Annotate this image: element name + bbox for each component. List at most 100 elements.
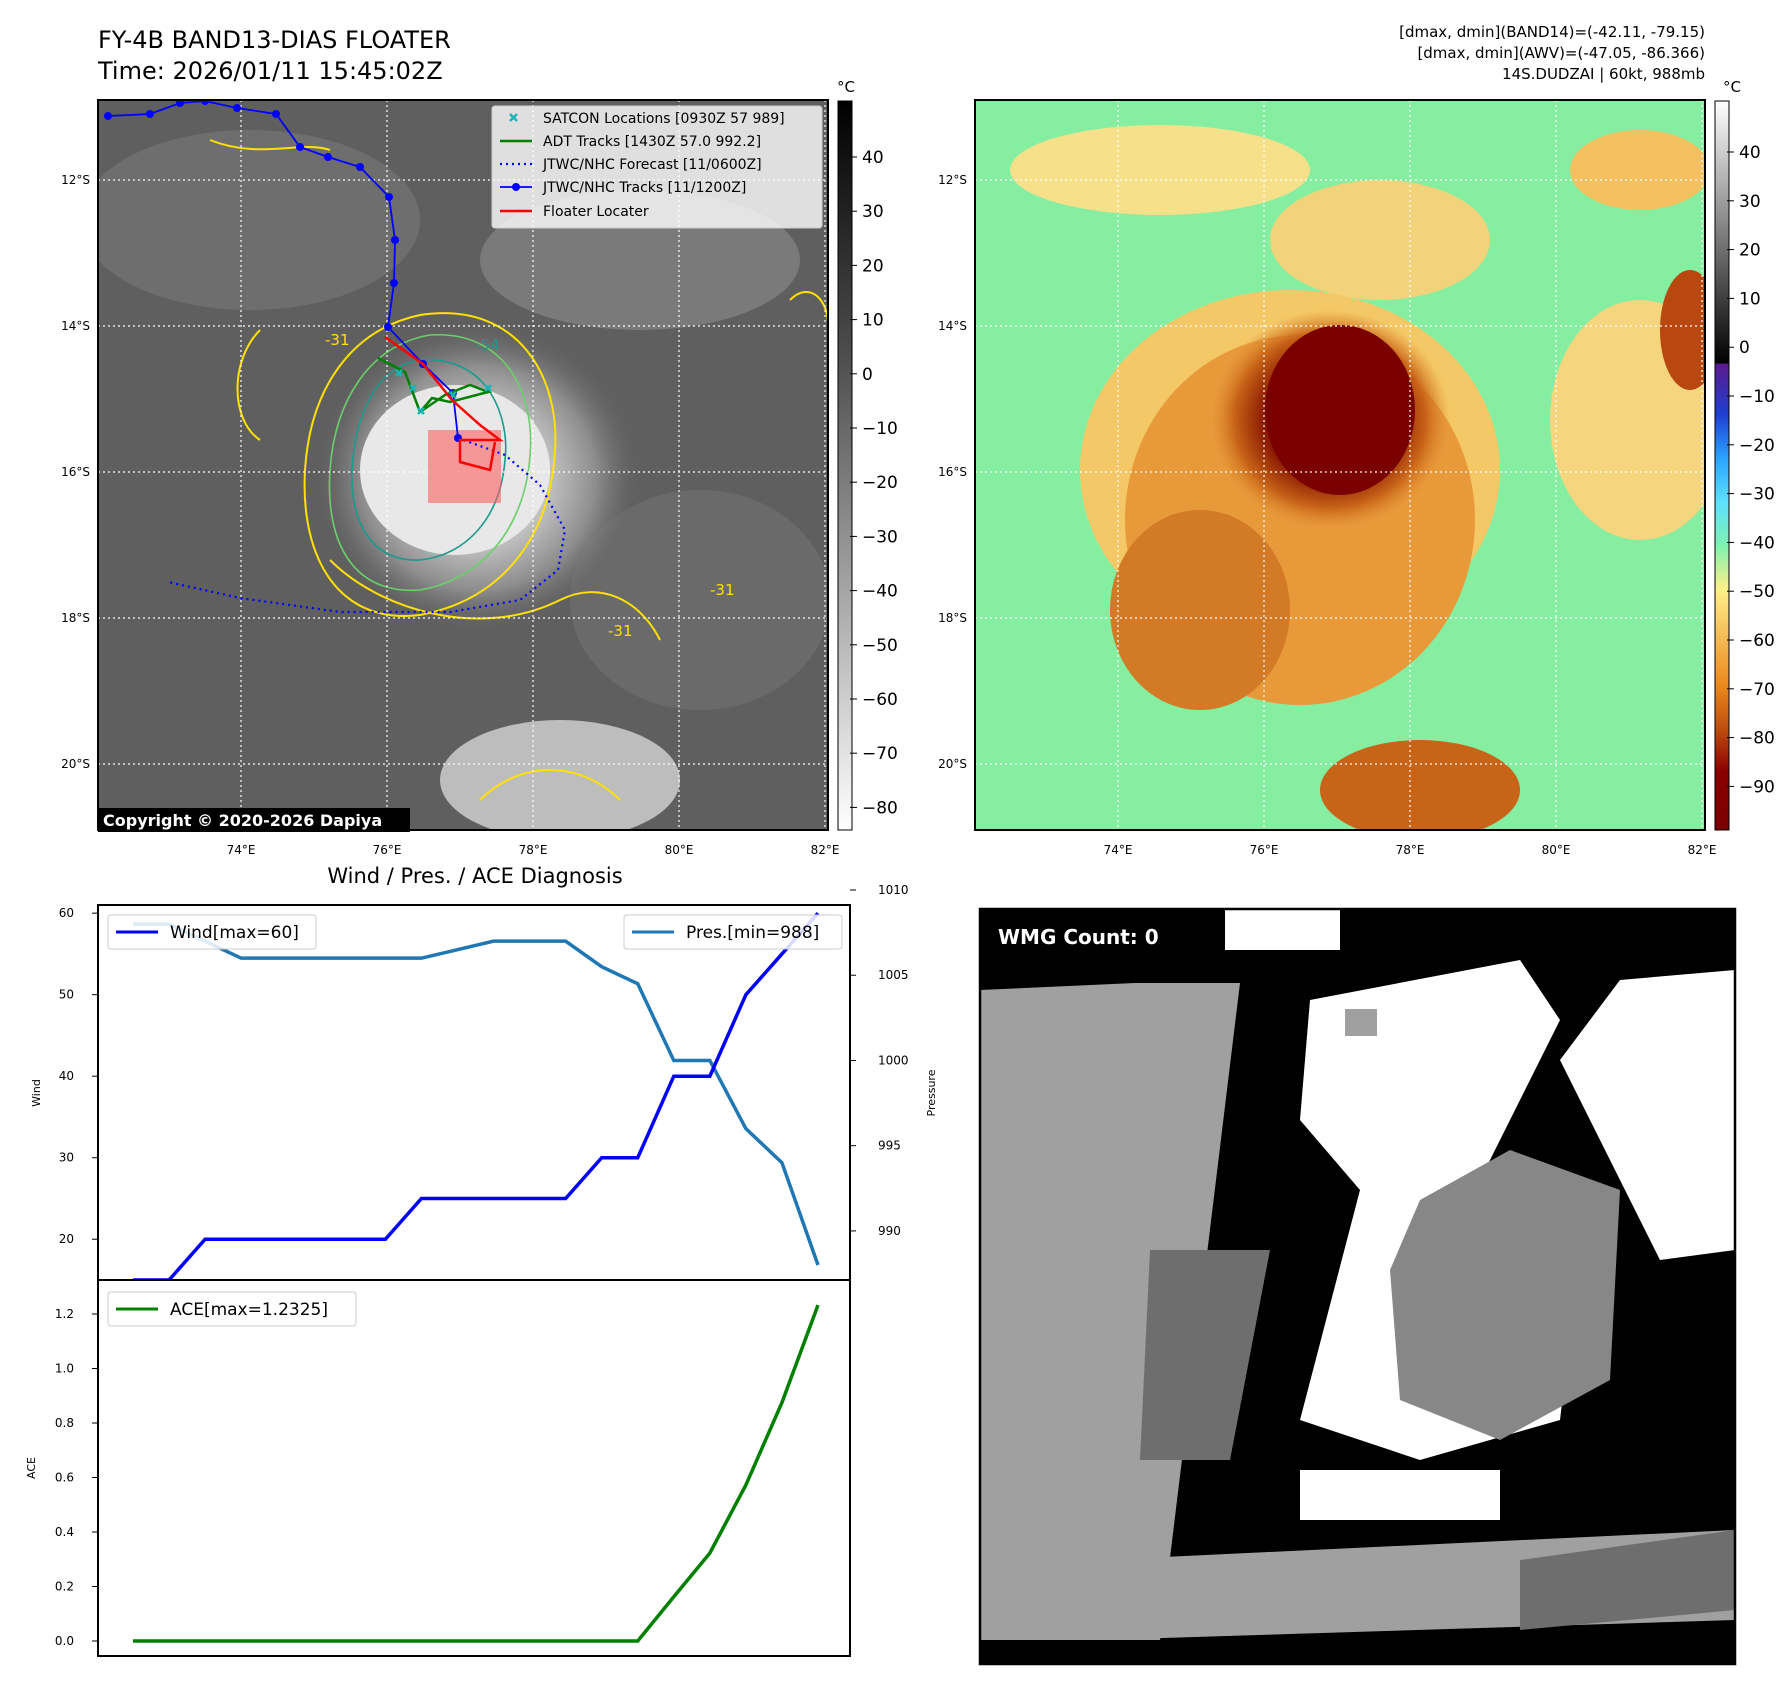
- wind-tick-label: 40: [59, 1069, 74, 1083]
- colorbar-tick-label: −20: [1739, 436, 1775, 456]
- colorbar-tick-label: 40: [862, 148, 884, 168]
- ace-chart-frame: [97, 1279, 851, 1657]
- ace-line: [133, 1304, 820, 1643]
- wind-axis-label: Wind: [30, 1079, 43, 1107]
- colorbar-unit: °C: [1723, 78, 1741, 96]
- legend-tracks: JTWC/NHC Tracks [11/1200Z]: [500, 180, 746, 196]
- lat-label: 14°S: [61, 319, 90, 333]
- storm-info: 14S.DUDZAI | 60kt, 988mb: [1502, 65, 1705, 83]
- lon-label: 78°E: [1396, 843, 1425, 857]
- map2-lon-labels: 74°E 76°E 78°E 80°E 82°E: [1104, 843, 1717, 857]
- wind-tick-label: 20: [59, 1232, 74, 1246]
- lon-label: 82°E: [811, 843, 840, 857]
- wmg-panel: WMG Count: 0: [978, 907, 1737, 1666]
- wind-line: [133, 911, 820, 1282]
- colorbar-tick-label: −70: [862, 744, 898, 764]
- colorbar-tick-label: 0: [862, 365, 873, 385]
- lat-label: 16°S: [938, 465, 967, 479]
- pressure-line: [133, 922, 820, 1266]
- diag-title: Wind / Pres. / ACE Diagnosis: [327, 864, 622, 888]
- pressure-tick-label: 1010: [878, 883, 909, 897]
- legend-label: JTWC/NHC Tracks [11/1200Z]: [542, 180, 746, 196]
- wind-tick-label: 50: [59, 988, 74, 1002]
- wmg-count: WMG Count: 0: [998, 925, 1159, 949]
- colorbar-tick-label: 30: [1739, 192, 1761, 212]
- contour-label: -31: [608, 622, 633, 640]
- copyright-box: [98, 808, 410, 832]
- legend-satcon: SATCON Locations [0930Z 57 989]: [509, 111, 785, 127]
- dmax-awv: [dmax, dmin](AWV)=(-47.05, -86.366): [1417, 44, 1705, 62]
- colorbar-tick-label: −80: [1739, 729, 1775, 749]
- ace-axis-label: ACE: [25, 1457, 38, 1479]
- band-map: [975, 100, 1705, 830]
- dmax-band14: [dmax, dmin](BAND14)=(-42.11, -79.15): [1399, 23, 1705, 41]
- colorbar-tick-label: −10: [862, 419, 898, 439]
- copyright: Copyright © 2020-2026 Dapiya: [103, 811, 382, 830]
- ace-tick-label: 0.4: [55, 1525, 74, 1539]
- lon-label: 80°E: [1542, 843, 1571, 857]
- legend-ace: ACE[max=1.2325]: [170, 1300, 328, 1320]
- colorbar-tick-label: −60: [862, 690, 898, 710]
- colorbar-tick-label: −40: [1739, 533, 1775, 553]
- lon-label: 76°E: [1250, 843, 1279, 857]
- contour-label: -31: [325, 331, 350, 349]
- ace-tick-label: 0.2: [55, 1580, 74, 1594]
- map2-lat-labels: 12°S 14°S 16°S 18°S 20°S: [938, 173, 967, 771]
- ace-legend: ACE[max=1.2325]: [107, 1291, 357, 1327]
- lat-label: 18°S: [61, 611, 90, 625]
- lat-label: 16°S: [61, 465, 90, 479]
- band-map-frame: [974, 99, 1706, 831]
- lon-label: 80°E: [665, 843, 694, 857]
- title-line-1: FY-4B BAND13-DIAS FLOATER: [98, 26, 451, 54]
- legend-adt: ADT Tracks [1430Z 57.0 992.2]: [500, 134, 761, 150]
- colorbar-tick-label: −40: [862, 582, 898, 602]
- pressure-tick-label: 1005: [878, 968, 909, 982]
- colorbar-tick-label: −60: [1739, 631, 1775, 651]
- lat-label: 12°S: [938, 173, 967, 187]
- colorbar-tick-label: −10: [1739, 387, 1775, 407]
- ir-map-frame: [97, 99, 829, 831]
- colorbar-tick-label: 10: [1739, 289, 1761, 309]
- lon-label: 78°E: [519, 843, 548, 857]
- colorbar-tick-label: −50: [862, 636, 898, 656]
- ace-tick-label: 1.0: [55, 1362, 74, 1376]
- wind-legend: Wind[max=60]: [107, 914, 317, 950]
- colorbar-tick-label: −90: [1739, 777, 1775, 797]
- colorbar-tick-label: 20: [1739, 241, 1761, 261]
- map-legend: SATCON Locations [0930Z 57 989] ADT Trac…: [491, 105, 823, 229]
- colorbar-tick-label: 20: [862, 256, 884, 276]
- legend-floater: Floater Locater: [500, 204, 649, 220]
- pressure-tick-label: 995: [878, 1139, 901, 1153]
- legend-pressure: Pres.[min=988]: [686, 923, 819, 943]
- legend-label: Floater Locater: [543, 204, 649, 220]
- map1-lat-labels: 12°S 14°S 16°S 18°S 20°S: [61, 173, 90, 771]
- colorbar-tick-label: 10: [862, 311, 884, 331]
- colorbar-tick-label: −20: [862, 473, 898, 493]
- colorbar-tick-label: −50: [1739, 582, 1775, 602]
- legend-label: ADT Tracks [1430Z 57.0 992.2]: [543, 134, 761, 150]
- title-line-2: Time: 2026/01/11 15:45:02Z: [97, 57, 443, 85]
- lat-label: 14°S: [938, 319, 967, 333]
- wind-tick-label: 60: [59, 906, 74, 920]
- legend-forecast: JTWC/NHC Forecast [11/0600Z]: [500, 157, 762, 173]
- lat-label: 12°S: [61, 173, 90, 187]
- legend-label: SATCON Locations [0930Z 57 989]: [543, 111, 785, 127]
- legend-wind: Wind[max=60]: [170, 923, 299, 943]
- lat-label: 20°S: [61, 757, 90, 771]
- colorbar-tick-label: 0: [1739, 338, 1750, 358]
- contour-label: -54: [475, 336, 500, 354]
- colorbar-tick-label: −70: [1739, 680, 1775, 700]
- lon-label: 76°E: [373, 843, 402, 857]
- colorbar-tick-label: −30: [862, 527, 898, 547]
- ace-tick-label: 0.0: [55, 1634, 74, 1648]
- ace-chart: ACE 0.0 0.2 0.4 0.6 0.8 1.0 1.2 ACE[max=1.2325…: [25, 1279, 851, 1657]
- lat-label: 20°S: [938, 757, 967, 771]
- pressure-tick-label: 990: [878, 1224, 901, 1238]
- lon-label: 74°E: [227, 843, 256, 857]
- pressure-legend: Pres.[min=988]: [623, 914, 843, 950]
- contour-label: -31: [710, 581, 735, 599]
- colorbar-tick-label: 40: [1739, 143, 1761, 163]
- wmg-frame: [978, 907, 1737, 1666]
- pressure-tick-label: 1000: [878, 1053, 909, 1067]
